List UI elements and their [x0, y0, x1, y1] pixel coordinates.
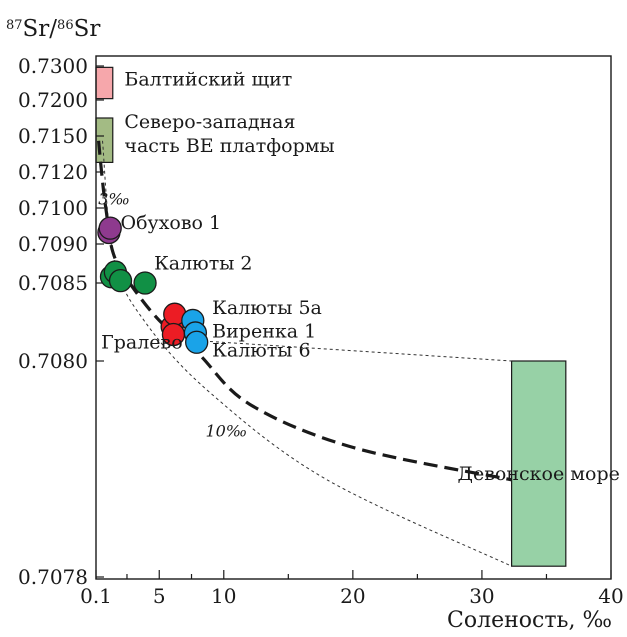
y-tick-label: 0.7100: [18, 196, 88, 220]
region-boxes: [95, 66, 567, 567]
series-label: Гралево: [101, 332, 183, 354]
y-tick-label: 0.7200: [18, 88, 88, 112]
region-label-1: Северо-западная: [124, 111, 295, 133]
x-tick-label: 10: [211, 584, 236, 608]
x-tick-label: 30: [469, 584, 494, 608]
sample-points: [97, 216, 209, 354]
y-tick-label: 0.7300: [18, 54, 88, 78]
sample-point: [108, 269, 133, 293]
x-tick-label: 40: [598, 584, 623, 608]
x-tick-label: 0.1: [80, 584, 112, 608]
y-tick-label: 0.7078: [18, 565, 88, 589]
upper-envelope-curve: [197, 340, 512, 362]
y-tick-label: 0.7090: [18, 232, 88, 256]
region-label-1: часть ВЕ платформы: [124, 135, 334, 157]
x-tick-label: 20: [340, 584, 365, 608]
sample-point: [185, 330, 209, 354]
curve-annotation: 3‰: [98, 189, 130, 208]
sample-point: [133, 271, 157, 295]
mixing-curves: [97, 140, 512, 567]
mixing-curve: [97, 140, 512, 482]
y-axis-title: 87Sr/86Sr: [6, 16, 100, 42]
region-box-0: [95, 66, 114, 100]
y-tick-label: 0.7150: [18, 124, 88, 148]
region-label-2: Девонское море: [458, 463, 620, 485]
series-label: Калюты 2: [154, 253, 252, 275]
series-label: Обухово 1: [121, 212, 222, 234]
y-tick-label: 0.7120: [18, 160, 88, 184]
sample-point: [98, 216, 122, 240]
axis-ticks: 0.1 5 10 20 30 40 0.7300 0.7200 0.7150 0.7120 0.71…: [18, 54, 624, 608]
plot-frame: [95, 55, 612, 580]
x-tick-label: 5: [153, 584, 166, 608]
series-label: Виренка 1: [212, 321, 316, 343]
region-box-1: [95, 117, 114, 164]
region-box-2: [511, 360, 567, 567]
x-axis-title: Соленость, ‰: [447, 608, 612, 633]
y-tick-label: 0.7080: [18, 349, 88, 373]
series-label: Калюты 6: [212, 339, 310, 361]
region-label-0: Балтийский щит: [124, 68, 292, 90]
curve-annotation: 10‰: [205, 422, 247, 441]
series-label: Калюты 5а: [212, 297, 322, 319]
y-tick-label: 0.7085: [18, 271, 88, 295]
